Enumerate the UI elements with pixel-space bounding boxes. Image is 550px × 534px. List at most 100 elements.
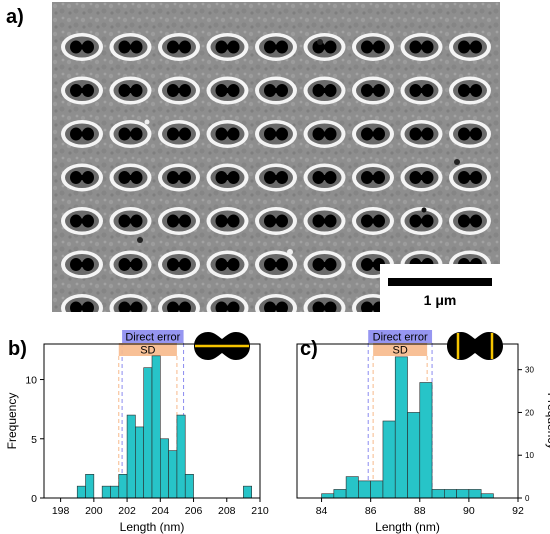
x-tick-label: 84	[316, 505, 328, 517]
nanohole-bridge	[173, 44, 185, 50]
band-label: SD	[392, 345, 407, 357]
panel-label-a: a)	[6, 6, 24, 28]
histogram-bar	[76, 485, 86, 499]
nanohole-bridge	[221, 218, 234, 224]
panel-label-b: b)	[8, 338, 27, 360]
nanohole-bridge	[221, 131, 234, 137]
y-tick-label: 30	[525, 366, 534, 375]
histogram-bar	[382, 420, 396, 499]
nanohole-bridge	[124, 88, 137, 93]
histogram-bar	[184, 474, 194, 499]
band-label-box	[122, 330, 184, 343]
histogram-bar	[456, 489, 470, 499]
histogram-bar	[407, 412, 421, 499]
nanohole-bridge	[415, 218, 428, 224]
nanohole-bridge	[367, 88, 379, 93]
nanohole-bridge	[415, 88, 428, 93]
band-label: SD	[140, 345, 155, 357]
histogram-bar	[394, 356, 408, 499]
y-tick-label: 0	[525, 494, 530, 503]
nanohole-bridge	[76, 305, 88, 311]
histogram-bar	[370, 480, 384, 499]
plot-frame	[43, 343, 261, 499]
nanohole-bridge	[318, 131, 331, 137]
nanohole-bridge	[124, 44, 137, 50]
nanohole-bridge	[270, 305, 282, 311]
nanohole-bridge	[124, 175, 137, 180]
histogram-bar	[333, 489, 347, 499]
nanohole-bridge	[76, 131, 88, 137]
nanohole-bridge	[173, 88, 185, 93]
x-tick-label: 200	[85, 505, 103, 517]
x-tick-label: 202	[118, 505, 136, 517]
nanohole-bridge	[76, 218, 88, 224]
nanohole-bridge	[464, 218, 476, 224]
histogram-bar	[358, 480, 371, 499]
x-axis-label: Length (nm)	[120, 520, 185, 534]
y-tick-label: 20	[525, 408, 534, 417]
y-axis-label: Frequency	[545, 393, 550, 450]
nanohole-bridge	[270, 44, 282, 50]
x-tick-label: 198	[52, 505, 70, 517]
nanohole-bridge	[464, 175, 476, 180]
histogram-bar	[444, 489, 457, 499]
band-label-box	[368, 330, 433, 343]
nanohole-bridge	[173, 262, 185, 267]
nanohole-bridge	[124, 305, 137, 311]
scale-bar	[388, 278, 492, 286]
nanohole-bridge	[367, 305, 379, 311]
band-label-box	[118, 343, 177, 356]
debris	[137, 39, 460, 255]
x-tick-label: 90	[463, 505, 475, 517]
nanohole-bridge	[124, 218, 137, 224]
histogram-bar	[321, 493, 335, 499]
histogram-bar	[168, 450, 178, 499]
nanohole-bridge	[76, 44, 88, 50]
inset-b	[194, 332, 250, 360]
histogram-bar	[143, 367, 153, 499]
histogram-bar	[419, 382, 433, 499]
sem-micrograph: 1 μm	[52, 2, 500, 312]
histogram-bar	[101, 485, 111, 499]
scale-bar-box	[380, 264, 500, 312]
nanohole-bridge	[464, 44, 476, 50]
nanohole-bridge	[173, 175, 185, 180]
nanohole-bridge	[221, 262, 234, 267]
nanohole-bridge	[367, 218, 379, 224]
y-tick-label: 10	[525, 451, 534, 460]
x-tick-label: 206	[185, 505, 203, 517]
nanohole-bridge	[415, 44, 428, 50]
band-label: Direct error	[373, 332, 428, 344]
nanohole-bridge	[76, 175, 88, 180]
y-tick-label: 5	[31, 434, 37, 446]
x-tick-label: 86	[365, 505, 377, 517]
x-tick-label: 92	[512, 505, 524, 517]
nanohole-array	[61, 33, 491, 312]
nanohole-bridge	[270, 88, 282, 93]
nanohole-shape-icon	[447, 332, 503, 360]
nanohole-bridge	[318, 88, 331, 93]
nanohole-bridge	[318, 175, 331, 180]
histogram-bar	[480, 493, 494, 499]
histogram-bar	[85, 474, 95, 499]
nanohole-bridge	[318, 44, 331, 50]
plot-frame	[296, 343, 519, 499]
histogram-bar	[345, 476, 359, 499]
nanohole-bridge	[270, 175, 282, 180]
nanohole-bridge	[415, 175, 428, 180]
histogram-bar	[160, 438, 169, 499]
nanohole-bridge	[318, 262, 331, 267]
nanohole-bridge	[173, 218, 185, 224]
histogram-bar	[110, 485, 120, 499]
nanohole-bridge	[173, 131, 185, 137]
histogram-bar	[135, 426, 144, 499]
histogram-bar	[468, 489, 482, 499]
nanohole-bridge	[367, 175, 379, 180]
nanohole-bridge	[76, 262, 88, 267]
x-tick-label: 208	[218, 505, 236, 517]
histogram-bar	[126, 414, 136, 499]
band-label-box	[373, 343, 428, 356]
histogram-bar	[151, 355, 161, 499]
